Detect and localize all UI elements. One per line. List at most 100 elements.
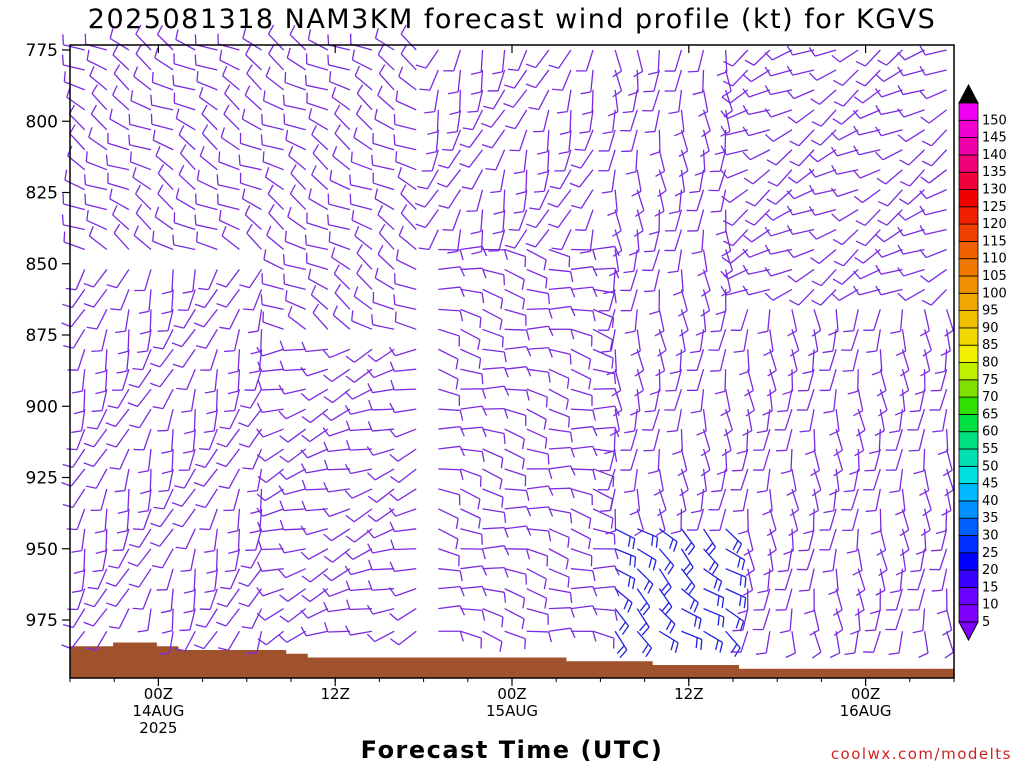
wind-barb [708, 329, 727, 351]
barb-staff [636, 349, 645, 371]
barb-staff [748, 288, 770, 296]
wind-barb [786, 205, 815, 216]
barb-staff [858, 129, 881, 136]
barb-feather [625, 171, 637, 175]
wind-barb [216, 289, 240, 308]
barb-staff [181, 508, 196, 528]
barb-staff [939, 548, 948, 570]
barb-staff [895, 588, 904, 610]
wind-barb [508, 209, 528, 231]
barb-staff [592, 426, 616, 430]
barb-feather [88, 127, 93, 138]
wind-barb [570, 445, 598, 457]
barb-staff [431, 149, 439, 172]
barb-staff [904, 49, 925, 61]
barb-feather [875, 264, 882, 275]
barb-staff [776, 169, 793, 187]
barb-staff [205, 328, 218, 349]
barb-staff [460, 488, 481, 500]
barb-staff [192, 428, 196, 452]
wind-barb [668, 89, 683, 115]
terrain-segment [587, 661, 610, 678]
barb-staff [213, 528, 218, 551]
wind-barb [780, 448, 793, 475]
barb-staff [526, 325, 549, 330]
wind-barb [152, 388, 174, 410]
barb-feather [95, 390, 106, 395]
wind-barb [279, 500, 306, 512]
wind-barb [107, 388, 130, 409]
wind-barb [344, 388, 373, 400]
wind-barb [668, 189, 683, 215]
barb-staff [753, 49, 771, 66]
barb-feather [65, 287, 77, 291]
wind-barb [322, 408, 351, 422]
barb-staff [864, 69, 881, 87]
barb-staff [589, 109, 594, 132]
wind-barb [700, 428, 711, 457]
wind-barb [345, 580, 373, 592]
barb-feather [525, 390, 530, 401]
barb-feather [195, 345, 207, 349]
barb-feather [688, 585, 696, 596]
wind-barb [526, 448, 550, 465]
barb-staff [105, 528, 108, 551]
barb-staff [548, 588, 571, 594]
credit-text[interactable]: coolwx.com/modelts [831, 745, 1012, 763]
barb-staff [791, 309, 798, 331]
barb-staff [853, 468, 859, 491]
barb-feather [133, 225, 139, 236]
terrain-segment [910, 668, 934, 678]
barb-feather [690, 410, 702, 414]
barb-staff [791, 488, 800, 511]
barb-staff [287, 448, 307, 463]
barb-staff [504, 505, 527, 510]
barb-feather [875, 151, 884, 161]
x-axis-label: Forecast Time (UTC) [361, 736, 664, 764]
barb-feather [921, 160, 932, 167]
barb-staff [159, 528, 174, 547]
barb-staff [214, 568, 218, 591]
wind-barb [592, 607, 618, 621]
barb-staff [591, 89, 594, 112]
wind-barb [306, 252, 329, 271]
wind-barb [885, 588, 904, 611]
barb-feather [799, 430, 811, 433]
barb-staff [793, 189, 815, 200]
wind-barb [556, 89, 572, 114]
barb-staff [769, 369, 777, 391]
barb-feather [152, 129, 156, 141]
barb-staff [286, 57, 307, 71]
barb-feather [284, 290, 288, 301]
barb-staff [328, 203, 351, 211]
barb-feather [830, 132, 840, 141]
barb-staff [747, 388, 756, 411]
barb-staff [703, 548, 719, 566]
wind-barb [133, 225, 152, 250]
wind-barb [345, 348, 373, 363]
wind-barb [438, 149, 461, 169]
barb-staff [118, 608, 130, 629]
barb-staff [237, 508, 241, 531]
barb-staff [193, 568, 196, 591]
barb-feather [744, 577, 747, 588]
barb-feather [544, 598, 548, 609]
barb-feather [301, 415, 311, 424]
barb-staff [70, 308, 86, 328]
barb-feather [575, 229, 586, 231]
wind-barb [548, 568, 570, 588]
barb-feather [492, 230, 504, 235]
wind-barb [372, 291, 395, 310]
barb-staff [857, 428, 865, 451]
barb-staff [751, 229, 771, 243]
wind-barb [687, 49, 705, 73]
barb-feather [246, 64, 253, 74]
barb-staff [946, 309, 954, 331]
barb-staff [874, 608, 881, 631]
barb-staff [129, 144, 152, 151]
wind-barb [944, 309, 954, 337]
wind-barb [108, 608, 130, 629]
barb-feather [811, 121, 822, 127]
wind-barb [819, 528, 837, 551]
barb-feather [481, 405, 488, 416]
